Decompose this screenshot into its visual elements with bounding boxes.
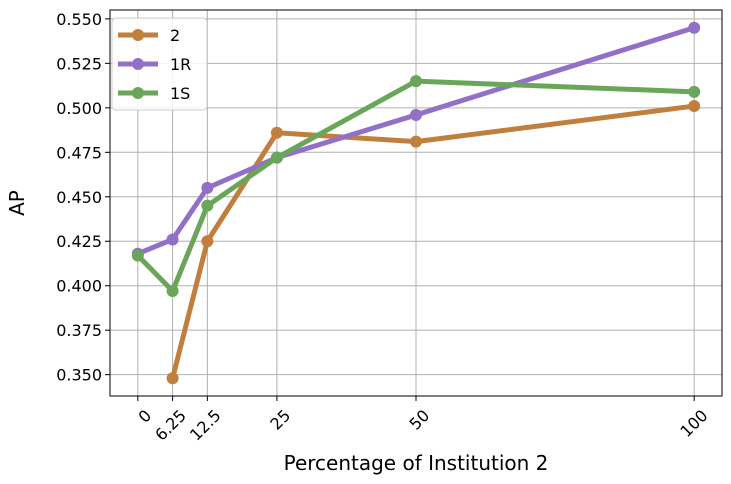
y-axis-label: AP [5, 190, 29, 216]
y-tick-label: 0.475 [56, 143, 102, 162]
series-line [135, 25, 697, 257]
data-point [131, 249, 144, 262]
legend-item: 2 [118, 26, 180, 45]
data-point [270, 151, 283, 164]
y-tick-label: 0.500 [56, 99, 102, 118]
legend-label: 1S [170, 84, 190, 103]
data-point [201, 235, 214, 248]
data-point [270, 126, 283, 139]
data-point [166, 285, 179, 298]
series-1S [131, 75, 701, 298]
y-tick-label: 0.450 [56, 188, 102, 207]
legend-label: 2 [170, 26, 180, 45]
data-point [166, 233, 179, 246]
y-tick-label: 0.350 [56, 366, 102, 385]
data-point [688, 21, 701, 34]
x-axis-label: Percentage of Institution 2 [284, 451, 549, 475]
grid [110, 10, 722, 396]
legend-swatch-marker [132, 29, 144, 41]
series-group [131, 21, 701, 385]
series-line [135, 78, 697, 294]
data-point [688, 85, 701, 98]
y-tick-label: 0.375 [56, 321, 102, 340]
legend-swatch-marker [132, 87, 144, 99]
legend-label: 1R [170, 55, 191, 74]
data-point [410, 108, 422, 121]
legend-box [111, 17, 208, 111]
data-point [201, 199, 214, 212]
legend: 2 1R 1S [111, 17, 208, 111]
y-tick-label: 0.550 [56, 10, 102, 29]
legend-swatch-marker [132, 58, 144, 70]
legend-item: 1S [118, 84, 190, 103]
y-tick-label: 0.400 [56, 277, 102, 296]
legend-item: 1R [118, 55, 191, 74]
data-point [410, 135, 422, 148]
data-point [166, 372, 179, 385]
y-axis: 0.350 0.375 0.400 0.425 0.450 0.475 0.500 0.525… [56, 10, 110, 385]
y-tick-label: 0.425 [56, 232, 102, 251]
data-point [201, 181, 214, 194]
data-point [688, 100, 701, 113]
series-2 [166, 100, 701, 385]
data-point [410, 75, 422, 88]
y-tick-label: 0.525 [56, 54, 102, 73]
